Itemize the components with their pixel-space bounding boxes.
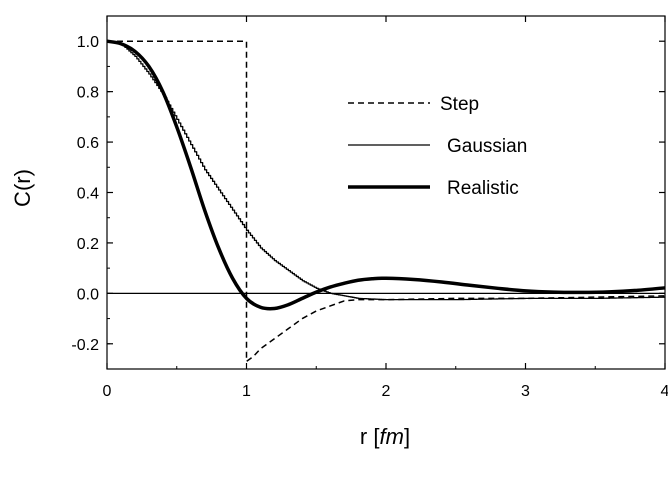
- x-axis-title-unit: fm: [379, 424, 403, 449]
- x-tick-label: 0: [103, 383, 112, 400]
- y-tick-label: 0.8: [77, 85, 99, 102]
- series-line-gaussian: [107, 40, 666, 301]
- y-tick-label: 0.2: [77, 236, 99, 253]
- legend-label-gaussian: Gaussian: [447, 136, 527, 157]
- axes: -0.2 0.0 0.2 0.4 0.6 0.8 1.0 0 1 2 3 4: [71, 15, 668, 400]
- y-tick-label: 1.0: [77, 34, 99, 51]
- x-tick-label: 1: [242, 383, 251, 400]
- legend-label-realistic: Realistic: [447, 178, 519, 199]
- x-axis-title: r [fm]: [360, 424, 410, 449]
- legend: Step Gaussian Realistic: [348, 94, 527, 199]
- x-tick-label: 4: [661, 383, 668, 400]
- y-tick-label: 0.6: [77, 135, 99, 152]
- legend-label-step: Step: [440, 94, 479, 115]
- y-axis-title: C(r): [10, 169, 35, 207]
- x-tick-label: 3: [521, 383, 530, 400]
- plot-frame: [106, 15, 666, 370]
- x-tick-label: 2: [382, 383, 391, 400]
- y-tick-label: 0.4: [77, 186, 99, 203]
- y-tick-label: 0.0: [77, 286, 99, 303]
- x-axis-title-main: r: [360, 424, 367, 449]
- plot-area: [106, 39, 666, 363]
- series-line-step: [107, 40, 666, 363]
- y-tick-label: -0.2: [71, 337, 99, 354]
- series-line-realistic: [106, 39, 666, 311]
